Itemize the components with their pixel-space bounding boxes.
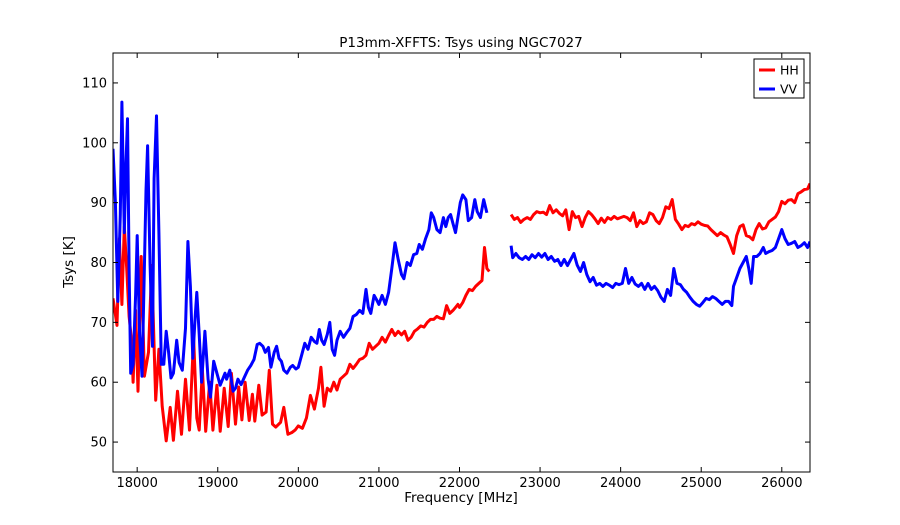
x-tick-label: 19000 [197, 476, 238, 491]
series-vv-line-segment-1 [113, 100, 489, 399]
chart-title: P13mm-XFFTS: Tsys using NGC7027 [339, 35, 582, 51]
x-tick-label: 18000 [116, 476, 157, 491]
y-tick-label: 90 [90, 196, 107, 211]
y-tick-label: 110 [82, 76, 107, 91]
y-tick-label: 50 [90, 436, 107, 451]
y-axis-label: Tsys [K] [61, 236, 77, 289]
x-axis-ticks: 18000 19000 20000 21000 22000 23000 24000 25000… [116, 53, 802, 491]
legend: HH VV [753, 58, 805, 99]
x-tick-label: 25000 [681, 476, 722, 491]
legend-label-hh: HH [780, 63, 799, 78]
series-hh-line-segment-2 [509, 182, 810, 255]
x-tick-label: 26000 [761, 476, 802, 491]
plot-frame [112, 52, 811, 473]
series-hh-line-segment-1 [113, 225, 491, 443]
x-axis-label: Frequency [MHz] [404, 490, 517, 506]
series-vv-line-segment-2 [509, 228, 810, 308]
legend-label-vv: VV [780, 82, 798, 97]
x-tick-label: 24000 [600, 476, 641, 491]
y-tick-label: 80 [90, 256, 107, 271]
series-layer [113, 100, 810, 443]
x-tick-label: 20000 [278, 476, 319, 491]
y-tick-label: 60 [90, 376, 107, 391]
x-tick-label: 23000 [519, 476, 560, 491]
legend-frame [753, 58, 805, 99]
x-tick-label: 22000 [439, 476, 480, 491]
y-tick-label: 100 [82, 136, 107, 151]
x-tick-label: 21000 [358, 476, 399, 491]
y-tick-label: 70 [90, 316, 107, 331]
y-axis-ticks: 50 60 70 80 90 100 110 [82, 76, 810, 451]
